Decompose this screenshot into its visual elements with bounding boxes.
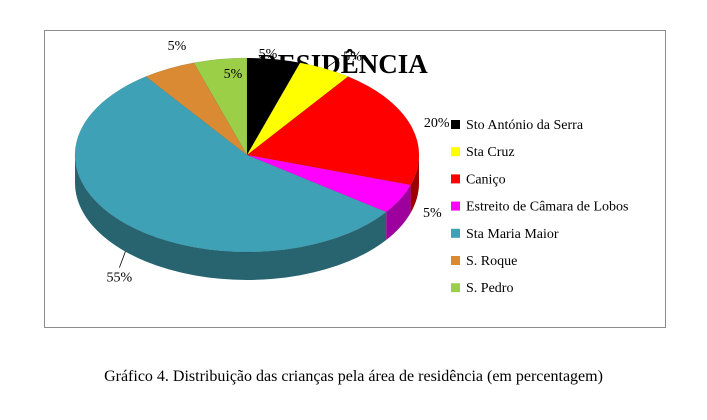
- pie-chart: RESIDÊNCIA 5% 5%20%5%55%5%5% Sto António …: [74, 39, 629, 296]
- pie-side-estreito-de-camara-de-lobos: [386, 184, 411, 241]
- data-label-s-roque: 5%: [168, 39, 187, 54]
- pie-side-sta-maria-maior: [75, 155, 387, 280]
- legend-label-sta-maria-maior: Sta Maria Maior: [466, 227, 559, 242]
- data-label-sto-antonio-da-serra: 5%: [259, 47, 278, 62]
- legend-swatch-sta-cruz: [451, 147, 460, 157]
- pie-slice-s-roque: [145, 62, 248, 156]
- legend-swatch-sto-antonio-da-serra: [451, 120, 460, 129]
- legend-swatch-sta-maria-maior: [451, 228, 460, 238]
- pie-slice-s-pedro: [193, 57, 248, 156]
- pie-slice-sto-antonio-da-serra: [246, 57, 301, 156]
- pie-side-canico: [410, 155, 419, 213]
- data-label-estreito-de-camara-de-lobos: 5%: [423, 206, 442, 221]
- legend-swatch-estreito-de-camara-de-lobos: [451, 201, 460, 211]
- data-label-s-pedro: 5%: [224, 67, 243, 82]
- legend-label-s-roque: S. Roque: [466, 254, 517, 269]
- legend-swatch-s-roque: [451, 256, 460, 265]
- pie-slice-canico: [246, 76, 420, 186]
- legend-label-canico: Caniço: [466, 172, 506, 187]
- pie-slice-sta-maria-maior: [74, 76, 387, 253]
- legend-swatch-canico: [451, 174, 460, 184]
- leader-line-sta-cruz: [324, 58, 340, 69]
- legend-label-estreito-de-camara-de-lobos: Estreito de Câmara de Lobos: [466, 200, 629, 215]
- chart-frame: RESIDÊNCIA 5% 5% 20% 5% 55% 5% 5% Sto António …: [44, 30, 666, 328]
- data-label-sta-maria-maior: 55%: [107, 271, 133, 286]
- legend-swatch-s-pedro: [451, 283, 460, 293]
- leader-line-sta-maria-maior: [119, 251, 126, 268]
- legend-label-sta-cruz: Sta Cruz: [466, 145, 515, 160]
- pie-slice-estreito-de-camara-de-lobos: [246, 154, 411, 213]
- data-label-canico: 20%: [424, 116, 450, 131]
- data-label-sta-cruz: 5%: [343, 50, 362, 65]
- legend-label-s-pedro: S. Pedro: [466, 281, 513, 296]
- legend-label-sto-antonio-da-serra: Sto António da Serra: [466, 118, 584, 133]
- pie-slice-sta-cruz: [246, 62, 349, 156]
- figure-caption: Gráfico 4. Distribuição das crianças pel…: [104, 368, 603, 385]
